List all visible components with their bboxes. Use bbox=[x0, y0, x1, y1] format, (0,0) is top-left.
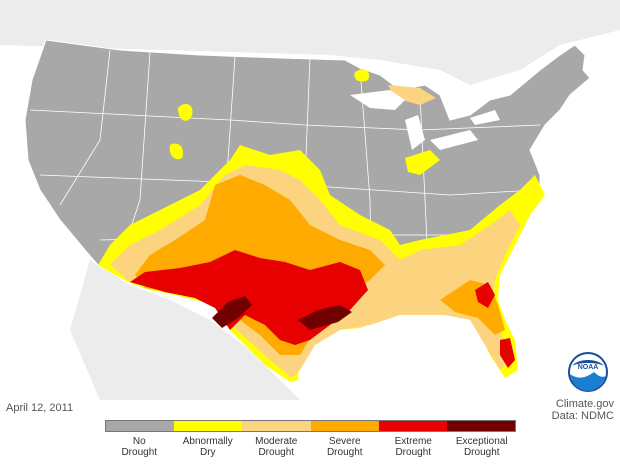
abnormally-dry-wyoming bbox=[178, 104, 193, 121]
legend-label-line1: Severe bbox=[328, 436, 361, 447]
legend-label-line2: Drought bbox=[258, 447, 295, 458]
legend-label: Abnormally Dry bbox=[174, 436, 243, 458]
legend-bar bbox=[105, 420, 516, 432]
legend-label-line1: Extreme bbox=[394, 436, 432, 447]
legend-label: Severe Drought bbox=[311, 436, 380, 458]
legend-swatch bbox=[446, 421, 516, 431]
extreme-drought-florida bbox=[500, 338, 515, 368]
noaa-logo: NOAA bbox=[568, 352, 608, 392]
drought-map bbox=[0, 0, 620, 400]
legend-label-line2: Drought bbox=[121, 447, 158, 458]
legend-swatch bbox=[174, 421, 243, 431]
moderate-drought-michigan bbox=[388, 85, 436, 105]
credit-site: Climate.gov bbox=[555, 398, 614, 410]
mexico-land bbox=[70, 260, 300, 400]
legend-label-line1: Abnormally bbox=[182, 436, 233, 447]
legend-swatch bbox=[310, 421, 379, 431]
abnormally-dry-colorado bbox=[169, 143, 184, 160]
canada-land bbox=[0, 0, 620, 85]
legend-label-line1: No bbox=[132, 436, 146, 447]
legend-label-line2: Drought bbox=[326, 447, 363, 458]
legend-swatch bbox=[378, 421, 447, 431]
noaa-logo-text: NOAA bbox=[578, 364, 599, 371]
great-lakes bbox=[350, 90, 500, 150]
legend-label-line2: Dry bbox=[199, 447, 216, 458]
credit-source: Data: NDMC bbox=[551, 410, 614, 422]
legend-label: Extreme Drought bbox=[379, 436, 448, 458]
extreme-drought-georgia bbox=[475, 282, 495, 308]
legend-label: No Drought bbox=[105, 436, 174, 458]
legend-swatch bbox=[106, 421, 175, 431]
legend-label-line1: Moderate bbox=[255, 436, 298, 447]
abnormally-dry-michigan bbox=[354, 69, 370, 82]
map-credit: Climate.gov Data: NDMC bbox=[552, 398, 614, 422]
legend-label: Exceptional Drought bbox=[448, 436, 517, 458]
exceptional-drought-west-texas bbox=[212, 296, 252, 328]
legend-labels: No Drought Abnormally Dry Moderate Drought Sev… bbox=[105, 436, 516, 458]
legend-label: Moderate Drought bbox=[242, 436, 311, 458]
legend-label-line1: Exceptional bbox=[455, 436, 508, 447]
abnormally-dry-indiana bbox=[405, 150, 440, 175]
legend-swatch bbox=[242, 421, 311, 431]
legend-label-line2: Drought bbox=[395, 447, 432, 458]
map-date: April 12, 2011 bbox=[6, 402, 74, 414]
legend-label-line2: Drought bbox=[463, 447, 500, 458]
exceptional-drought-east-texas bbox=[298, 305, 352, 330]
